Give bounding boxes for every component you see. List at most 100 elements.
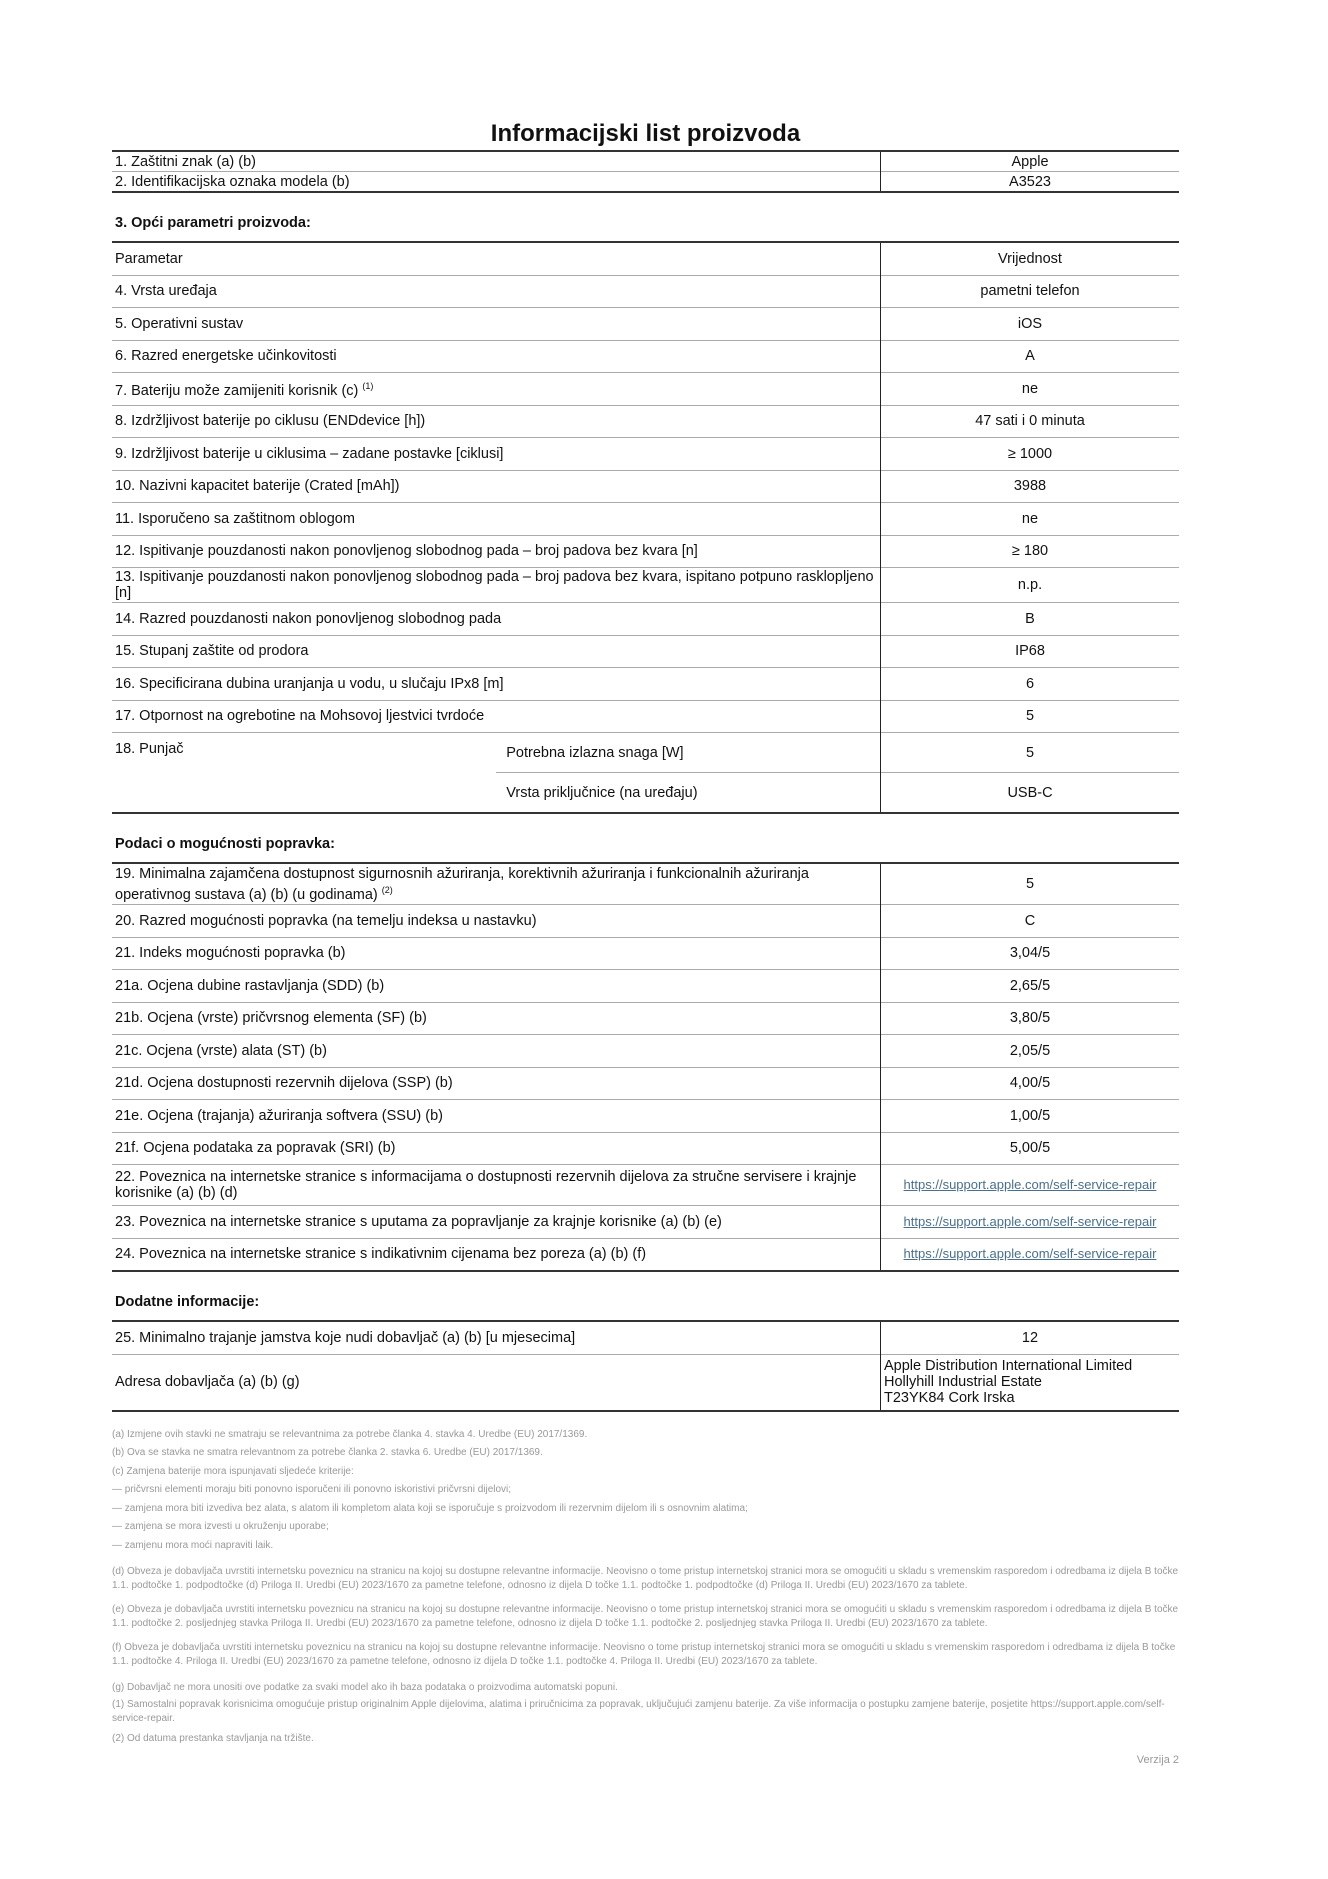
footnote: — zamjena mora biti izvediva bez alata, … <box>112 1502 748 1514</box>
table-row: 8. Izdržljivost baterije po ciklusu (END… <box>112 404 1179 438</box>
row-label: 24. Poveznica na internetske stranice s … <box>112 1237 881 1271</box>
row-label: 25. Minimalno trajanje jamstva koje nudi… <box>112 1321 881 1354</box>
table-row: 10. Nazivni kapacitet baterije (Crated [… <box>112 469 1179 503</box>
row-label-text: 13. Ispitivanje pouzdanosti nakon ponovl… <box>115 569 874 601</box>
row-label: 17. Otpornost na ogrebotine na Mohsovoj … <box>112 699 881 733</box>
footnote: (1) Samostalni popravak korisnicima omog… <box>112 1698 1165 1724</box>
table-row: 21c. Ocjena (vrste) alata (ST) (b) 2,05/5 <box>112 1034 1179 1067</box>
table-row: 21f. Ocjena podataka za popravak (SRI) (… <box>112 1131 1179 1165</box>
self-service-repair-link[interactable]: https://support.apple.com/self-service-r… <box>903 1177 1157 1192</box>
row-value: 3,80/5 <box>880 1001 1179 1035</box>
row-label-text: 20. Razred mogućnosti popravka (na temel… <box>115 912 537 929</box>
row-label: 15. Stupanj zaštite od prodora <box>112 634 881 668</box>
row-label-text: 23. Poveznica na internetske stranice s … <box>115 1213 722 1230</box>
product-information-sheet: Informacijski list proizvoda 1. Zaštitni… <box>112 118 1179 1766</box>
table-row: Parametar Vrijednost <box>112 242 1179 275</box>
row-value: 5 <box>880 863 1179 905</box>
table-row: 21b. Ocjena (vrste) pričvrsnog elementa … <box>112 1001 1179 1035</box>
table-row: 21. Indeks mogućnosti popravka (b) 3,04/5 <box>112 936 1179 970</box>
row-label-text: 4. Vrsta uređaja <box>115 283 217 300</box>
row-value: 3,04/5 <box>880 936 1179 970</box>
footnote: (a) Izmjene ovih stavki ne smatraju se r… <box>112 1428 588 1440</box>
supplier-address-row: Adresa dobavljača (a) (b) (g) Apple Distr… <box>112 1353 1179 1411</box>
identification-table: 1. Zaštitni znak (a) (b) Apple 2. Identifi… <box>112 150 1179 193</box>
row-label-text: 12. Ispitivanje pouzdanosti nakon ponovl… <box>115 543 698 560</box>
row-label-text: 21f. Ocjena podataka za popravak (SRI) (… <box>115 1140 396 1157</box>
row-value: A3523 <box>880 171 1179 192</box>
row-value: A <box>880 339 1179 373</box>
row-value: 47 sati i 0 minuta <box>880 404 1179 438</box>
charger-label: 18. Punjač <box>112 732 497 773</box>
row-label-text: 21b. Ocjena (vrste) pričvrsnog elementa … <box>115 1010 427 1027</box>
row-label: 16. Specificirana dubina uranjanja u vod… <box>112 667 881 700</box>
table-row: 6. Razred energetske učinkovitosti A <box>112 339 1179 373</box>
row-value: 2,65/5 <box>880 969 1179 1002</box>
row-label: 5. Operativni sustav <box>112 307 881 340</box>
footnote: — zamjena se mora izvesti u okruženju up… <box>112 1521 329 1532</box>
self-service-repair-link[interactable]: https://support.apple.com/self-service-r… <box>903 1246 1157 1262</box>
table-row: 4. Vrsta uređaja pametni telefon <box>112 274 1179 308</box>
address-line: Hollyhill Industrial Estate <box>884 1374 1042 1390</box>
table-row: 21a. Ocjena dubine rastavljanja (SDD) (b… <box>112 969 1179 1002</box>
row-value: 5 <box>880 699 1179 733</box>
row-label: 20. Razred mogućnosti popravka (na temel… <box>112 904 881 937</box>
row-label: 13. Ispitivanje pouzdanosti nakon ponovl… <box>112 567 881 603</box>
table-row: 21d. Ocjena dostupnosti rezervnih dijelo… <box>112 1066 1179 1100</box>
row-value: USB-C <box>880 772 1179 813</box>
row-value: 4,00/5 <box>880 1066 1179 1100</box>
table-row: 17. Otpornost na ogrebotine na Mohsovoj … <box>112 699 1179 733</box>
row-label: Adresa dobavljača (a) (b) (g) <box>112 1353 881 1411</box>
table-row: 2. Identifikacijska oznaka modela (b) A35… <box>112 171 1179 192</box>
row-value: 1,00/5 <box>880 1099 1179 1132</box>
footnote: — pričvrsni elementi moraju biti ponovno… <box>112 1484 512 1495</box>
row-label-text: 7. Bateriju može zamijeniti korisnik (c) <box>115 383 359 400</box>
row-label-text: 11. Isporučeno sa zaštitnom oblogom <box>115 510 355 527</box>
row-label-text: 19. Minimalna zajamčena dostupnost sigur… <box>115 865 809 903</box>
row-value: IP68 <box>880 634 1179 668</box>
row-label: 21c. Ocjena (vrste) alata (ST) (b) <box>112 1034 881 1067</box>
table-row: 20. Razred mogućnosti popravka (na temel… <box>112 904 1179 937</box>
table-row: 13. Ispitivanje pouzdanosti nakon ponovl… <box>112 567 1179 603</box>
footnote: (d) Obveza je dobavljača uvrstiti intern… <box>112 1566 1179 1591</box>
row-label: 22. Poveznica na internetske stranice s … <box>112 1164 881 1206</box>
table-row: 19. Minimalna zajamčena dostupnost sigur… <box>112 863 1179 905</box>
row-label-text: 21a. Ocjena dubine rastavljanja (SDD) (b… <box>115 977 385 994</box>
table-row: 21e. Ocjena (trajanja) ažuriranja softve… <box>112 1099 1179 1132</box>
table-row: 14. Razred pouzdanosti nakon ponovljenog… <box>112 602 1179 635</box>
row-value: Vrijednost <box>880 242 1179 275</box>
charger-sub-label: Potrebna izlazna snaga [W] <box>496 732 881 773</box>
table-row: 22. Poveznica na internetske stranice s … <box>112 1164 1179 1206</box>
row-value: 5 <box>880 732 1179 773</box>
table-row: 1. Zaštitni znak (a) (b) Apple <box>112 151 1179 172</box>
row-label: 21. Indeks mogućnosti popravka (b) <box>112 936 881 970</box>
row-value: 12 <box>880 1321 1179 1354</box>
row-label-text: 1. Zaštitni znak (a) (b) <box>115 153 257 170</box>
table-row: 24. Poveznica na internetske stranice s … <box>112 1237 1179 1271</box>
charger-label-spacer <box>112 773 496 814</box>
table-row: 5. Operativni sustav iOS <box>112 307 1179 340</box>
row-label: 21a. Ocjena dubine rastavljanja (SDD) (b… <box>112 969 881 1002</box>
row-label-text: 5. Operativni sustav <box>115 315 244 332</box>
row-label: 1. Zaštitni znak (a) (b) <box>112 151 881 172</box>
row-label-text: 15. Stupanj zaštite od prodora <box>115 643 309 660</box>
row-label: 21e. Ocjena (trajanja) ažuriranja softve… <box>112 1099 881 1132</box>
row-label-text: 24. Poveznica na internetske stranice s … <box>115 1246 647 1263</box>
row-value: https://support.apple.com/self-service-r… <box>880 1205 1179 1238</box>
row-value: pametni telefon <box>880 274 1179 308</box>
table-row: 25. Minimalno trajanje jamstva koje nudi… <box>112 1321 1179 1354</box>
row-label: 12. Ispitivanje pouzdanosti nakon ponovl… <box>112 534 881 568</box>
row-value: B <box>880 602 1179 635</box>
footnote-ref: (1) <box>362 381 374 392</box>
table-row: 11. Isporučeno sa zaštitnom oblogom ne <box>112 502 1179 535</box>
footnote: — zamjenu mora moći napraviti laik. <box>112 1539 274 1551</box>
table-row: 12. Ispitivanje pouzdanosti nakon ponovl… <box>112 534 1179 568</box>
row-label: 23. Poveznica na internetske stranice s … <box>112 1205 881 1238</box>
table-row: 15. Stupanj zaštite od prodora IP68 <box>112 634 1179 668</box>
section-heading-repair: Podaci o mogućnosti popravka: <box>115 836 335 852</box>
self-service-repair-link[interactable]: https://support.apple.com/self-service-r… <box>903 1213 1157 1229</box>
row-label: 11. Isporučeno sa zaštitnom oblogom <box>112 502 881 535</box>
footnotes: (a) Izmjene ovih stavki ne smatraju se r… <box>112 1426 1179 1749</box>
table-row: 16. Specificirana dubina uranjanja u vod… <box>112 667 1179 700</box>
table-row: 9. Izdržljivost baterije u ciklusima – z… <box>112 437 1179 470</box>
row-label-text: 17. Otpornost na ogrebotine na Mohsovoj … <box>115 708 485 725</box>
